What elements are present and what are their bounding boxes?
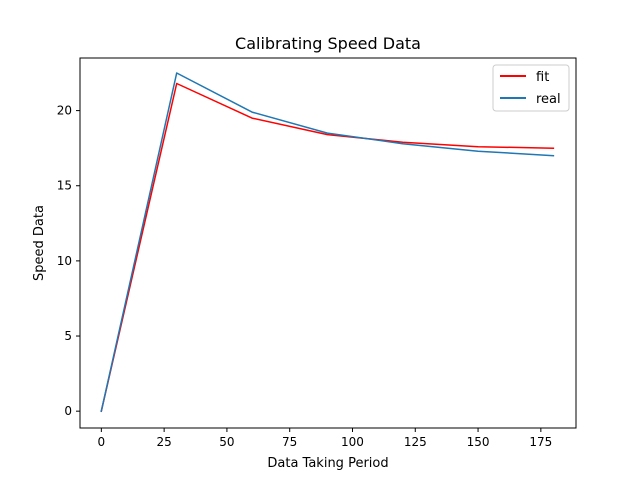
x-tick-label: 25 [156, 435, 171, 449]
x-axis-label: Data Taking Period [267, 456, 388, 471]
series-line-fit [100, 82, 555, 413]
x-tick-label: 100 [341, 435, 364, 449]
x-tick-label: 50 [219, 435, 234, 449]
x-tick-label: 150 [467, 435, 490, 449]
legend: fit real [492, 64, 570, 112]
plot-lines [100, 72, 555, 413]
legend-label-fit: fit [536, 70, 549, 85]
chart-title: Calibrating Speed Data [235, 34, 421, 53]
x-tick-label: 125 [404, 435, 427, 449]
y-tick-label: 0 [64, 404, 72, 418]
x-tick-label: 0 [98, 435, 106, 449]
legend-label-real: real [536, 92, 561, 107]
y-axis-ticks: 0 5 10 15 20 [57, 104, 80, 418]
y-tick-label: 15 [57, 179, 72, 193]
x-tick-label: 75 [282, 435, 297, 449]
plot-frame [79, 57, 577, 429]
x-tick-label: 175 [529, 435, 552, 449]
y-tick-label: 20 [57, 104, 72, 118]
x-axis-ticks: 0 25 50 75 100 125 150 175 [98, 428, 552, 449]
y-tick-label: 10 [57, 254, 72, 268]
series-line-real [100, 72, 555, 413]
y-tick-label: 5 [64, 329, 72, 343]
y-axis-label: Speed Data [32, 205, 47, 281]
